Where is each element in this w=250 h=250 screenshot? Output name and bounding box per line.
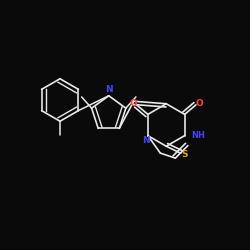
Text: O: O [129, 99, 137, 108]
Text: N: N [142, 136, 150, 144]
Text: N: N [105, 85, 112, 94]
Text: O: O [196, 99, 203, 108]
Text: NH: NH [191, 131, 205, 140]
Text: S: S [181, 150, 188, 159]
